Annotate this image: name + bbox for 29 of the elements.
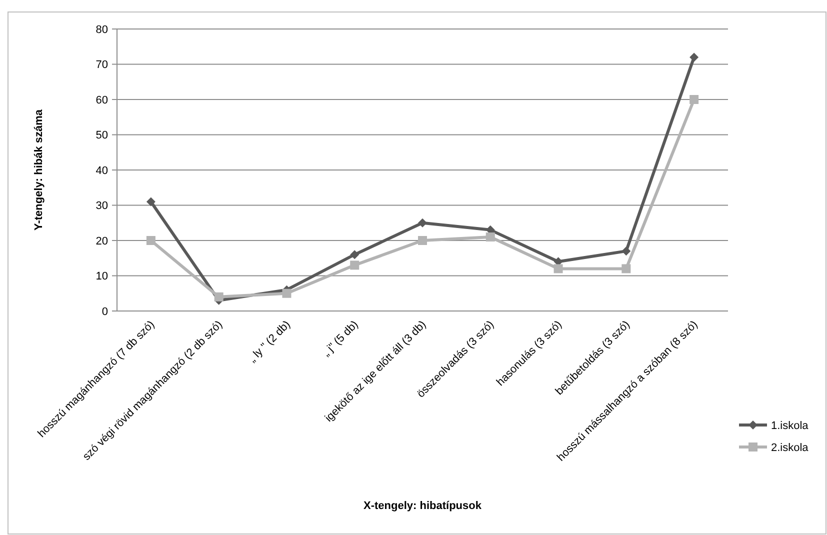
x-tick-label: „ ly " (2 db) [246, 318, 293, 365]
y-tick-label: 40 [96, 164, 108, 177]
y-tick-label: 30 [96, 200, 108, 212]
legend-label: 2.iskola [771, 442, 810, 454]
legend-label: 1.iskola [771, 420, 810, 432]
point [146, 197, 156, 206]
y-tick-label: 10 [96, 270, 108, 283]
y-tick-label: 70 [96, 59, 108, 72]
y-tick-label: 60 [96, 94, 108, 106]
point [146, 236, 156, 245]
point [350, 250, 360, 260]
y-tick-label: 50 [96, 130, 108, 142]
y-tick-label: 20 [96, 235, 108, 248]
point [622, 246, 631, 256]
point [418, 236, 427, 245]
point [282, 288, 292, 298]
x-tick-label: „ j" (5 db) [320, 318, 361, 359]
point [214, 292, 224, 302]
y-tick-label: 0 [102, 306, 108, 318]
point [350, 260, 360, 270]
point [690, 95, 699, 104]
y-tick-label: 80 [96, 24, 108, 36]
point [486, 232, 495, 242]
point [622, 264, 631, 274]
point [690, 52, 699, 62]
point [554, 264, 563, 274]
point [418, 218, 427, 228]
x-axis-title: X-tengely: hibatípusok [364, 500, 482, 512]
y-axis-title: Y-tengely: hibák száma [33, 108, 45, 231]
